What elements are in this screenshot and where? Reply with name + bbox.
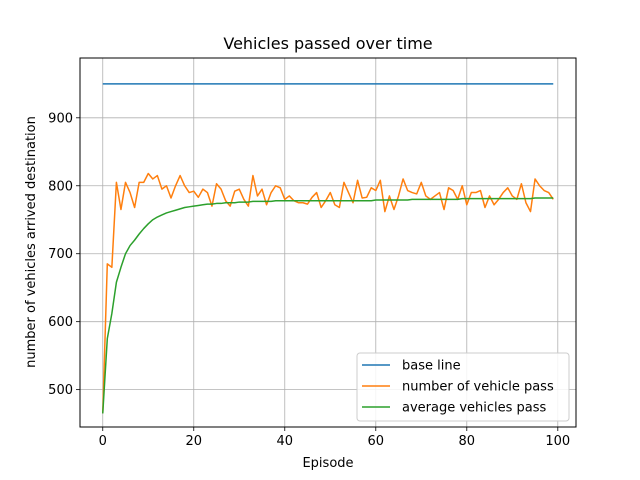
legend-label-base-line: base line [402, 359, 461, 374]
axis-ticks: 0 20 40 60 80 100 500 600 700 800 900 [48, 111, 570, 449]
series-line-number-of-vehicle-pass [102, 172, 554, 414]
legend: base line number of vehicle pass average v… [356, 352, 570, 422]
x-tick-label: 20 [185, 434, 202, 449]
plot-frame [79, 57, 577, 428]
y-tick-label: 600 [48, 315, 73, 330]
y-tick-label: 500 [48, 383, 73, 398]
x-axis-label: Episode [302, 456, 353, 471]
x-tick-label: 0 [99, 434, 107, 449]
series-lines [102, 83, 554, 414]
x-tick-label: 80 [459, 434, 476, 449]
legend-label-number-of-vehicle-pass: number of vehicle pass [402, 380, 554, 395]
chart-title: Vehicles passed over time [223, 34, 432, 53]
legend-label-average-vehicles-pass: average vehicles pass [402, 401, 547, 416]
y-axis-label: number of vehicles arrived destination [24, 116, 39, 368]
grid [80, 58, 576, 427]
y-tick-label: 900 [48, 111, 73, 126]
x-tick-label: 100 [545, 434, 570, 449]
x-tick-label: 40 [276, 434, 293, 449]
y-tick-label: 700 [48, 247, 73, 262]
y-tick-label: 800 [48, 179, 73, 194]
legend-box [356, 352, 570, 422]
series-line-average-vehicles-pass [102, 197, 554, 414]
x-tick-label: 60 [368, 434, 385, 449]
